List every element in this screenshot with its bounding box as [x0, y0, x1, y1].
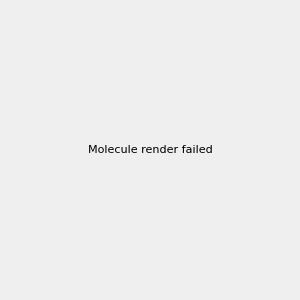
Text: Molecule render failed: Molecule render failed: [88, 145, 212, 155]
